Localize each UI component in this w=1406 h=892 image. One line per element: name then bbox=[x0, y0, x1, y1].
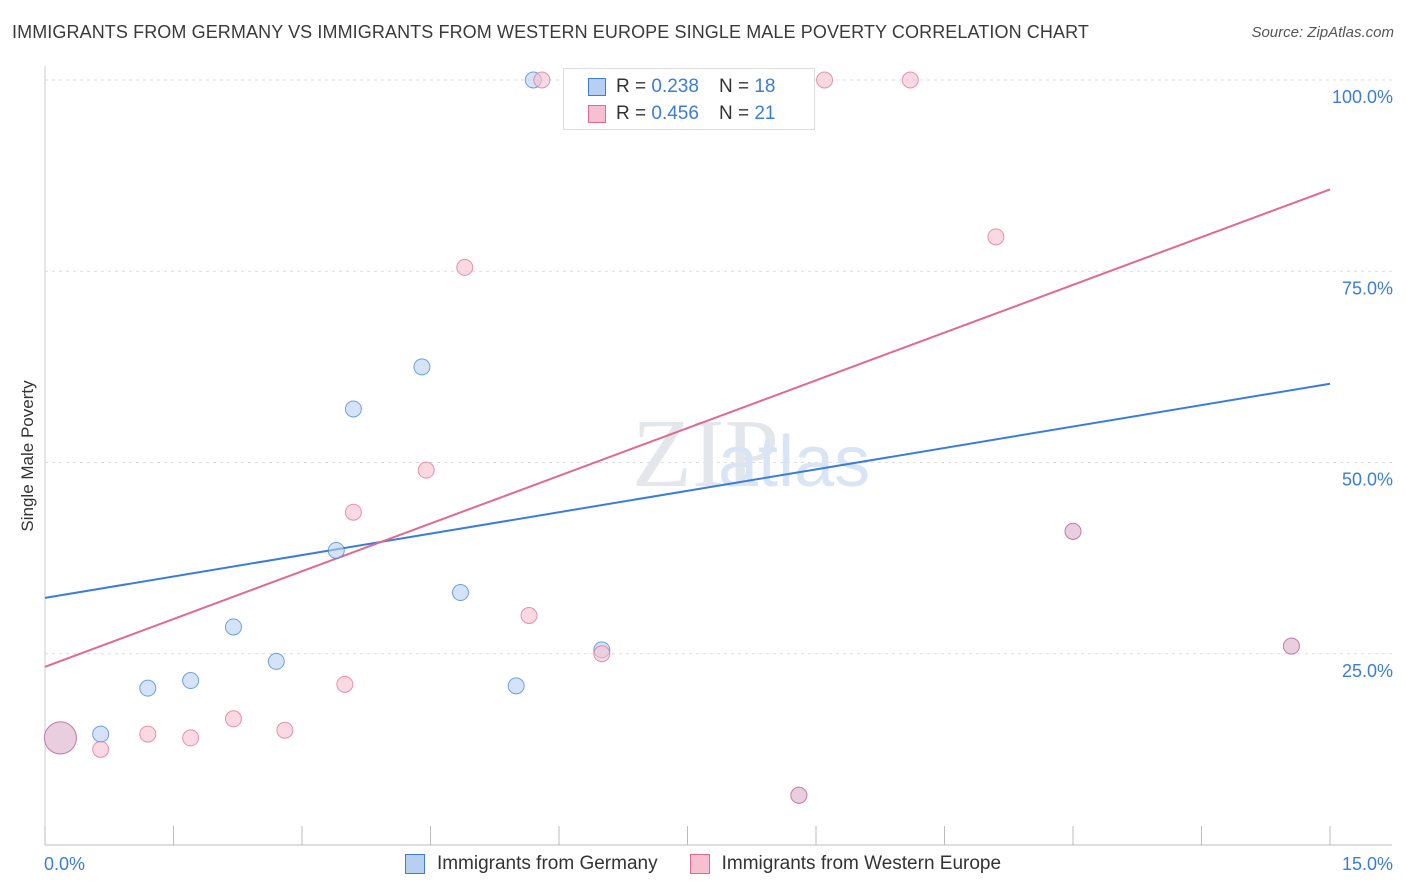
series-label-germany: Immigrants from Germany bbox=[436, 853, 658, 874]
data-point-western-europe bbox=[987, 228, 1005, 246]
trend-lines bbox=[44, 188, 1331, 668]
watermark-zip: ZIP bbox=[632, 400, 779, 508]
data-point-germany bbox=[92, 725, 110, 743]
legend-n-label: N = bbox=[718, 103, 750, 124]
series-legend: Immigrants from Germany Immigrants from … bbox=[0, 850, 1406, 878]
data-point-western-europe bbox=[1282, 637, 1300, 655]
data-point-western-europe bbox=[139, 725, 157, 743]
data-point-germany bbox=[267, 652, 285, 670]
data-point-western-europe bbox=[417, 461, 435, 479]
series-swatch-germany bbox=[404, 854, 425, 874]
trend-line-germany bbox=[44, 382, 1331, 599]
legend-n-value-germany: 18 bbox=[754, 76, 776, 97]
legend-n-label: N = bbox=[718, 76, 750, 97]
data-point-western-europe bbox=[593, 645, 611, 663]
legend-row-germany: R = 0.238 N = 18 bbox=[588, 75, 775, 99]
series-swatch-western-europe bbox=[689, 854, 710, 874]
data-point-germany bbox=[451, 584, 469, 602]
data-point-western-europe bbox=[182, 729, 200, 747]
y-tick-label: 25.0% bbox=[1342, 661, 1393, 681]
data-point-western-europe bbox=[533, 71, 551, 89]
data-point-western-europe bbox=[276, 721, 294, 739]
x-tick-label: 0.0% bbox=[44, 854, 85, 874]
data-point-western-europe bbox=[344, 503, 362, 521]
legend-r-label: R = bbox=[616, 103, 647, 124]
data-point-germany bbox=[327, 541, 345, 559]
trend-line-western-europe bbox=[44, 188, 1331, 668]
data-point-germany bbox=[182, 672, 200, 690]
data-point-germany bbox=[139, 679, 157, 697]
data-point-western-europe bbox=[92, 740, 110, 758]
data-point-western-europe bbox=[1064, 522, 1082, 540]
data-point-germany bbox=[224, 618, 242, 636]
legend-row-western-europe: R = 0.456 N = 21 bbox=[588, 102, 775, 126]
data-point-western-europe bbox=[520, 607, 538, 624]
legend-r-label: R = bbox=[616, 76, 647, 97]
y-axis-label: Single Male Poverty bbox=[18, 380, 37, 532]
series-label-western-europe: Immigrants from Western Europe bbox=[721, 853, 1002, 874]
series-legend-germany[interactable]: Immigrants from Germany bbox=[404, 853, 658, 875]
x-tick-label: 15.0% bbox=[1342, 854, 1393, 874]
data-point-western-europe bbox=[901, 71, 919, 89]
data-point-germany bbox=[507, 677, 525, 695]
legend-r-value-germany: 0.238 bbox=[651, 76, 699, 97]
legend-r-value-western-europe: 0.456 bbox=[651, 103, 699, 124]
data-point-western-europe bbox=[790, 786, 808, 804]
y-tick-label: 50.0% bbox=[1342, 470, 1393, 490]
source-label: Source: ZipAtlas.com bbox=[1251, 24, 1394, 41]
watermark-atlas: atlas bbox=[718, 422, 870, 502]
data-point-western-europe bbox=[336, 675, 354, 693]
tick-labels: 25.0% 50.0% 75.0% 100.0% 0.0% 15.0% bbox=[44, 87, 1393, 874]
y-tick-label: 100.0% bbox=[1332, 87, 1393, 107]
legend-n-value-western-europe: 21 bbox=[754, 103, 776, 124]
chart-title: IMMIGRANTS FROM GERMANY VS IMMIGRANTS FR… bbox=[12, 22, 1089, 42]
data-point-western-europe bbox=[816, 71, 834, 89]
grid-lines bbox=[45, 79, 1392, 655]
data-point-western-europe bbox=[43, 721, 77, 755]
legend-swatch-western-europe bbox=[588, 105, 606, 123]
legend-swatch-germany bbox=[588, 78, 606, 96]
y-tick-label: 75.0% bbox=[1342, 278, 1393, 298]
correlation-legend: R = 0.238 N = 18 R = 0.456 N = 21 bbox=[563, 68, 815, 130]
data-point-western-europe bbox=[456, 258, 474, 276]
data-point-germany bbox=[344, 400, 362, 418]
data-point-germany bbox=[413, 358, 431, 376]
series-legend-western-europe[interactable]: Immigrants from Western Europe bbox=[689, 853, 1002, 875]
data-point-western-europe bbox=[224, 710, 242, 728]
axes bbox=[44, 66, 1392, 846]
